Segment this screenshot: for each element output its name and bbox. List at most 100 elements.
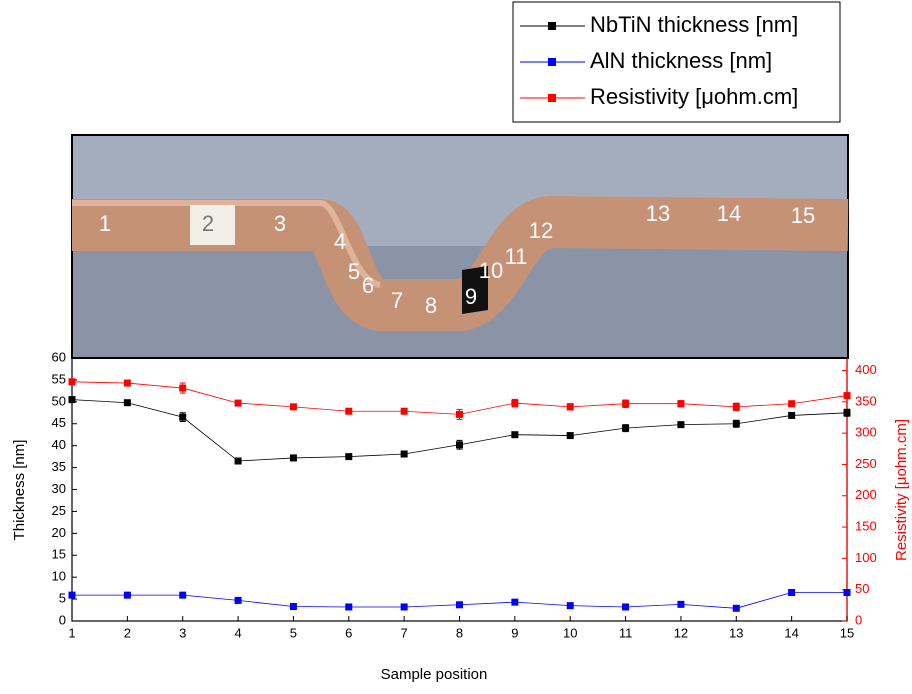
legend-marker	[548, 58, 556, 66]
y2-tick-label: 200	[855, 487, 877, 502]
strip-highlight	[72, 200, 381, 288]
x-tick-label: 4	[234, 625, 241, 640]
data-point	[843, 589, 851, 597]
data-point	[622, 400, 630, 408]
x-tick-label: 8	[456, 625, 463, 640]
y-tick-label: 20	[52, 525, 66, 540]
y-axis-label: Thickness [nm]	[11, 440, 28, 541]
y2-tick-label: 50	[855, 581, 869, 596]
data-point	[843, 392, 851, 400]
y-tick-label: 30	[52, 481, 66, 496]
data-point	[123, 399, 131, 407]
data-point	[289, 603, 297, 611]
x-axis-label: Sample position	[381, 666, 488, 683]
data-point	[68, 591, 76, 599]
data-point	[123, 591, 131, 599]
x-tick-label: 13	[729, 625, 743, 640]
data-point	[400, 603, 408, 611]
y-tick-label: 10	[52, 569, 66, 584]
data-point	[345, 603, 353, 611]
sample-chip	[462, 266, 488, 314]
data-point	[622, 424, 630, 432]
y-tick-label: 35	[52, 459, 66, 474]
legend-label: Resistivity [μohm.cm]	[590, 84, 798, 109]
photo-label: 15	[791, 203, 815, 228]
data-point	[400, 407, 408, 415]
data-point	[456, 441, 463, 449]
y-tick-label: 15	[52, 547, 66, 562]
y2-tick-label: 400	[855, 362, 877, 377]
data-point	[677, 400, 685, 408]
y-tick-label: 50	[52, 393, 66, 408]
x-tick-label: 15	[840, 625, 854, 640]
y-tick-label: 55	[52, 371, 66, 386]
x-tick-label: 2	[124, 625, 131, 640]
x-tick-label: 12	[674, 625, 688, 640]
data-point	[677, 600, 685, 608]
photo-label: 11	[505, 244, 528, 269]
photo-label: 5	[348, 259, 360, 284]
y2-axis-label: Resistivity [μohm.cm]	[893, 419, 910, 561]
data-point	[234, 596, 242, 604]
data-point	[179, 591, 187, 599]
x-tick-label: 7	[401, 625, 408, 640]
data-point	[788, 400, 796, 408]
legend: NbTiN thickness [nm] AlN thickness [nm] Re…	[512, 1, 841, 123]
y2-tick-label: 0	[855, 612, 862, 627]
legend-label: AlN thickness [nm]	[590, 48, 772, 73]
y2-tick-label: 100	[855, 550, 877, 565]
data-point	[622, 603, 630, 611]
data-point	[566, 432, 574, 440]
copper-strip	[72, 195, 849, 331]
data-point	[566, 602, 574, 610]
photo-label: 12	[529, 218, 553, 243]
y2-tick-label: 300	[855, 425, 877, 440]
photo-label: 2	[202, 211, 214, 236]
x-tick-label: 6	[345, 625, 352, 640]
data-point	[677, 421, 685, 429]
y-tick-label: 45	[52, 415, 66, 430]
photo-label: 1	[99, 211, 111, 236]
x-tick-label: 10	[563, 625, 577, 640]
data-point	[68, 378, 76, 386]
data-point	[179, 413, 187, 421]
photo-label: 13	[646, 201, 670, 226]
data-point	[345, 453, 353, 461]
data-point	[566, 403, 574, 411]
series-line	[71, 399, 848, 462]
photo-label: 6	[362, 273, 374, 298]
data-point	[345, 407, 353, 415]
data-point	[123, 379, 131, 387]
photo-label: 10	[479, 258, 503, 283]
y-tick-label: 60	[52, 349, 66, 364]
legend-marker	[548, 22, 556, 30]
data-point	[179, 384, 187, 392]
data-point	[234, 399, 242, 407]
data-point	[843, 409, 851, 417]
x-tick-label: 14	[784, 625, 798, 640]
x-tick-label: 5	[290, 625, 297, 640]
y2-tick-label: 350	[855, 393, 877, 408]
photo-label: 7	[391, 288, 403, 313]
photo-label: 3	[274, 211, 286, 236]
photo-label: 4	[334, 229, 346, 254]
y2-tick-label: 150	[855, 519, 877, 534]
y-tick-label: 5	[59, 591, 66, 606]
data-point	[234, 457, 242, 465]
data-point	[511, 399, 519, 407]
photo-label: 9	[465, 284, 477, 309]
x-tick-label: 1	[68, 625, 75, 640]
legend-label: NbTiN thickness [nm]	[590, 12, 798, 37]
data-point	[456, 601, 463, 609]
data-point	[732, 420, 740, 428]
data-point	[788, 589, 796, 597]
y-tick-label: 40	[52, 437, 66, 452]
y2-tick-label: 250	[855, 456, 877, 471]
sample-chip	[190, 205, 235, 245]
data-point	[289, 403, 297, 411]
data-point	[68, 396, 76, 404]
data-point	[400, 450, 408, 458]
y-tick-label: 25	[52, 503, 66, 518]
